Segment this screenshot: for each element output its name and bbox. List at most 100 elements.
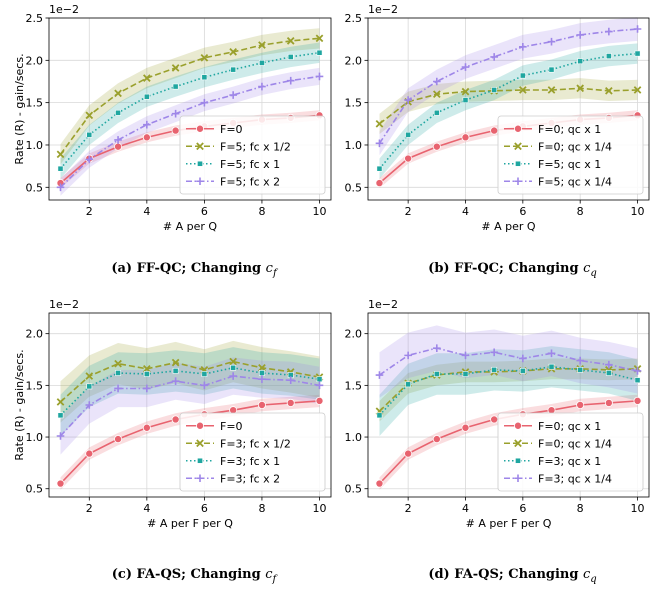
data-point [633,367,642,375]
data-point [519,86,527,94]
data-point [375,139,384,148]
y-tick-label: 0.5 [26,483,44,496]
x-tick-label: 8 [577,205,584,218]
y-exponent-label: 1e−2 [368,3,398,16]
x-axis-label: # A per F per Q [147,517,233,530]
legend-marker [514,439,522,448]
data-point [143,364,151,373]
legend: F=0 F=5; fc x 1/2 F=5; fc x 1 F=5; fc x 2 [179,115,326,195]
data-point [375,179,384,188]
x-tick-label: 6 [519,205,526,218]
y-axis-label: Rate (R) - gain/secs. [13,53,26,164]
chart-panel-3: 2 4 6 8 10 0.5 1.0 1.5 2.0 1e−2 # A per F per Q Rat… [13,298,332,585]
chart-panel-2: 2 4 6 8 10 0.5 1.0 1.5 2.0 2.5 1e−2 # A per Q F=0; q… [345,3,650,279]
data-point [171,126,180,135]
data-point [315,381,324,390]
data-point [114,359,122,368]
data-point [259,370,265,376]
data-point [171,64,180,72]
data-point [56,398,65,406]
x-tick-label: 6 [201,502,208,515]
data-point [490,126,499,135]
data-point [315,72,324,81]
data-point [200,98,209,107]
legend-marker [195,124,204,133]
data-point [491,87,498,93]
data-point [375,371,384,379]
y-axis-label: Rate (R) - gain/secs. [13,349,26,460]
data-point [432,90,441,99]
data-point [316,376,323,383]
caption-symbol: c [266,261,274,276]
data-point [433,77,441,86]
x-tick-label: 6 [201,205,208,218]
data-point [85,111,94,120]
series-line [59,366,320,416]
legend-box [179,115,326,195]
series-line [59,75,320,188]
legend-marker [197,457,203,464]
data-point [230,364,237,371]
data-point [258,41,266,49]
caption-subscript: f [272,268,279,279]
legend: F=0 F=3; fc x 1/2 F=3; fc x 1 F=3; fc x 2 [179,412,326,492]
caption-symbol: c [265,567,273,582]
data-point [462,371,469,377]
data-point [376,165,383,172]
data-point [201,74,208,81]
caption-text: (b) FF-QC; Changing [428,261,583,276]
data-point [576,400,585,409]
data-point [143,74,151,82]
series-line [59,375,320,437]
data-point [229,357,237,366]
legend-marker [515,160,521,167]
confidence-band [60,347,320,436]
legend: F=0; qc x 1 F=0; qc x 1/4 F=3; qc x 1 F=3; … [497,412,644,492]
legend-label: F=5; fc x 1/2 [220,140,291,153]
caption-symbol: c [583,567,591,582]
y-tick-label: 2.0 [345,54,363,67]
data-point [315,34,324,43]
data-point [462,97,469,104]
data-point [490,415,499,424]
x-axis-label: # A per F per Q [466,517,552,530]
data-point [461,87,470,96]
data-point [433,109,440,116]
y-tick-label: 0.5 [345,181,363,194]
x-tick-label: 6 [519,502,526,515]
x-tick-label: 2 [405,205,412,218]
data-point [143,93,150,100]
legend-box [179,412,326,492]
data-point [56,150,65,159]
data-point [171,415,180,424]
data-point [461,423,470,432]
data-point [376,412,383,419]
data-point [114,89,122,98]
legend-label: F=5; qc x 1 [538,158,601,171]
y-exponent-label: 1e−2 [368,298,398,311]
data-point [432,142,441,151]
plot-frame [367,17,650,201]
data-point [375,479,384,488]
data-point [633,86,642,94]
x-axis-label: # A per Q [481,220,536,233]
plot-frame [367,312,650,498]
data-point [287,54,294,60]
confidence-band [379,78,638,134]
x-tick-label: 4 [143,205,150,218]
y-tick-label: 0.5 [345,483,363,496]
confidence-band [60,28,320,165]
data-point [57,165,64,172]
y-tick-label: 1.0 [26,431,44,444]
data-point [433,344,441,352]
data-point [315,396,324,405]
data-point [230,66,237,73]
legend-marker [196,474,204,483]
subfigure-caption: (c) FA-QS; Changing cf [112,567,279,585]
data-point [605,370,612,376]
caption-text: (a) FF-QC; Changing [111,261,265,276]
legend-label: F=0 [220,123,243,136]
data-point [548,363,555,370]
y-exponent-label: 1e−2 [49,298,79,311]
data-point [519,367,526,374]
